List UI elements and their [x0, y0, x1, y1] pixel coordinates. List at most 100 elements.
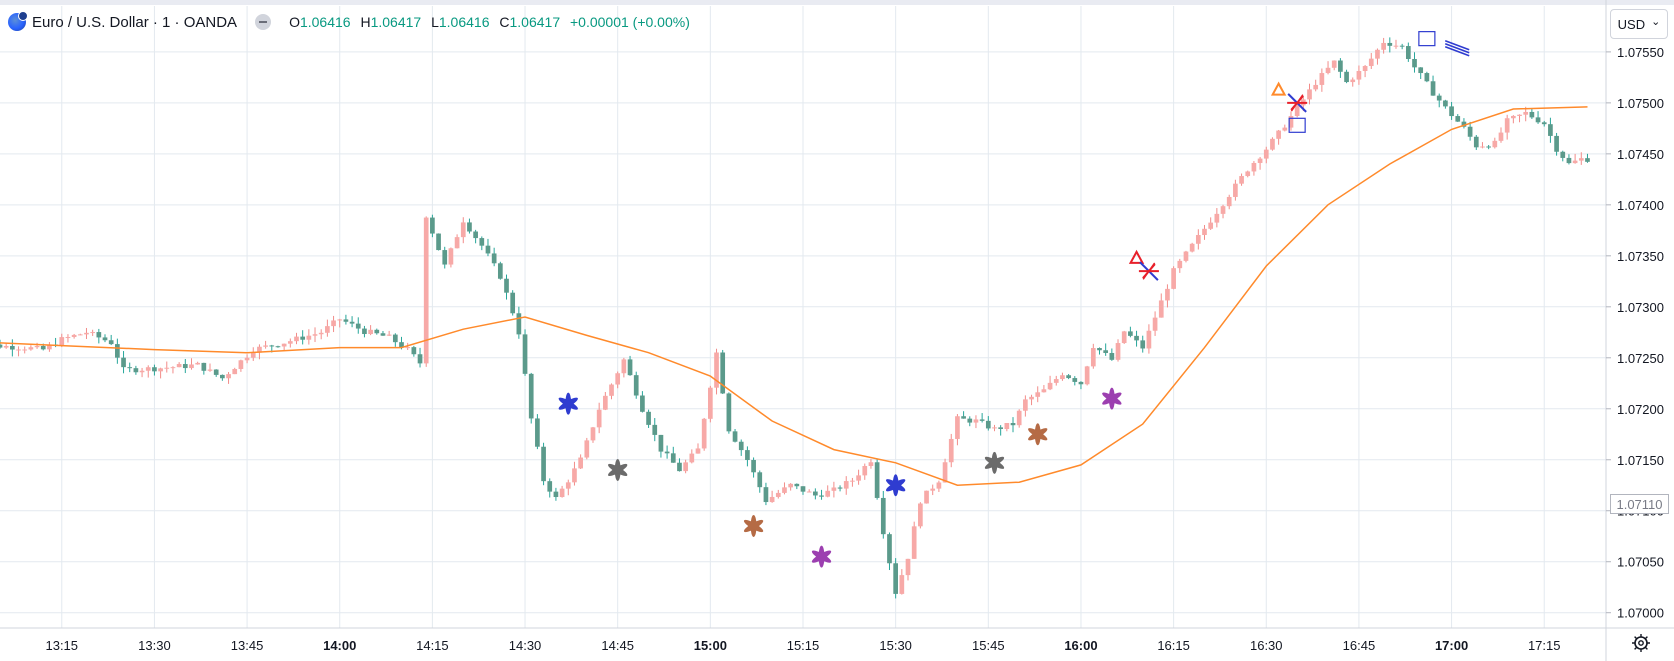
asterisk-marker	[743, 515, 764, 538]
candle-body	[1183, 251, 1189, 261]
candle-body	[1350, 79, 1356, 83]
asterisk-marker	[984, 451, 1005, 474]
price-tick-label: 1.07500	[1617, 96, 1664, 111]
candle-body	[1393, 45, 1399, 47]
current-price-label: 1.07110	[1610, 494, 1669, 514]
candle-body	[1053, 379, 1059, 383]
candle-body	[127, 367, 133, 369]
candle-body	[281, 343, 287, 347]
asterisk-petal	[558, 397, 578, 410]
candle-body	[1060, 375, 1065, 380]
candle-body	[263, 345, 268, 347]
candle-body	[380, 333, 386, 336]
candle-body	[893, 563, 899, 594]
triangle-marker	[1270, 81, 1287, 96]
currency-pair-icon[interactable]	[8, 11, 28, 31]
candle-body	[1029, 396, 1034, 400]
asterisk-petal	[886, 479, 906, 492]
price-tick-label: 1.07450	[1617, 147, 1664, 162]
candle-body	[318, 332, 324, 335]
candle-body	[652, 424, 658, 435]
candle-body	[1375, 49, 1380, 59]
candle-body	[102, 337, 108, 341]
candle-body	[535, 418, 540, 447]
asterisk-petal	[743, 519, 764, 533]
candle-body	[572, 468, 577, 483]
time-tick-label: 16:30	[1250, 638, 1283, 653]
candle-body	[874, 462, 880, 498]
candle-body	[899, 575, 905, 594]
currency-button[interactable]: USD ⌄	[1610, 9, 1668, 39]
candle-body	[34, 345, 40, 348]
candle-body	[850, 480, 855, 482]
candle-body	[1498, 132, 1504, 141]
candle-body	[547, 481, 553, 492]
candle-body	[399, 342, 404, 348]
gear-icon[interactable]	[1630, 632, 1652, 654]
lines-stroke	[1444, 42, 1470, 54]
candle-body	[924, 490, 929, 504]
price-tick-label: 1.07550	[1617, 45, 1664, 60]
candle-body	[1035, 392, 1041, 397]
candle-body	[1282, 127, 1288, 131]
candle-body	[1486, 146, 1491, 148]
candle-body	[40, 345, 46, 350]
low-value: 1.06416	[438, 14, 490, 30]
candle-body	[985, 420, 991, 429]
candle-body	[553, 491, 559, 498]
candle-body	[683, 462, 688, 472]
candle-body	[405, 347, 411, 349]
candle-body	[930, 488, 936, 491]
time-tick-label: 16:00	[1064, 638, 1097, 653]
candle-body	[133, 368, 139, 373]
candle-body	[1412, 58, 1417, 68]
candle-body	[640, 395, 645, 412]
candle-body	[973, 419, 979, 423]
candle-body	[961, 416, 966, 419]
time-tick-label: 16:15	[1157, 638, 1190, 653]
candle-body	[460, 222, 466, 238]
candle-body	[1560, 151, 1566, 158]
candle-body	[609, 384, 614, 396]
candle-body	[331, 320, 336, 327]
close-value: 1.06417	[509, 14, 561, 30]
candle-body	[1535, 117, 1541, 123]
candle-body	[170, 367, 176, 369]
candle-body	[1208, 222, 1214, 229]
candle-body	[1331, 60, 1337, 68]
symbol-title[interactable]: Euro / U.S. Dollar · 1 · OANDA	[32, 13, 238, 31]
candle-body	[1233, 183, 1238, 197]
candle-body	[880, 497, 886, 535]
candle-body	[1387, 42, 1393, 46]
price-tick-label: 1.07350	[1617, 249, 1664, 264]
candle-body	[602, 395, 608, 410]
candle-body	[887, 534, 892, 564]
candle-body	[497, 263, 503, 279]
candle-body	[1276, 130, 1281, 139]
candle-body	[207, 369, 213, 371]
candle-body	[825, 490, 831, 497]
time-tick-label: 17:00	[1435, 638, 1468, 653]
candle-body	[541, 446, 546, 482]
candle-body	[1097, 348, 1102, 351]
candle-body	[337, 319, 343, 321]
symbol-legend: Euro / U.S. Dollar · 1 · OANDA O1.06416 …	[8, 11, 690, 33]
candle-body	[806, 491, 812, 493]
candle-body	[423, 217, 429, 364]
candle-body	[485, 245, 491, 254]
open-key: O	[289, 14, 300, 30]
candle-body	[1245, 171, 1251, 177]
candle-body	[714, 352, 719, 388]
asterisk-marker	[558, 392, 578, 415]
minus-icon[interactable]	[255, 14, 272, 30]
candle-body	[22, 349, 28, 351]
square-marker	[1418, 31, 1436, 47]
time-tick-label: 17:15	[1528, 638, 1561, 653]
triangle-marker	[1128, 249, 1145, 264]
ohlc-values: O1.06416 H1.06417 L1.06416 C1.06417 +0.0…	[283, 14, 690, 30]
candle-body	[1473, 136, 1479, 148]
candle-body	[559, 488, 565, 498]
cross-marker	[1138, 261, 1159, 281]
candle-body	[633, 375, 639, 396]
